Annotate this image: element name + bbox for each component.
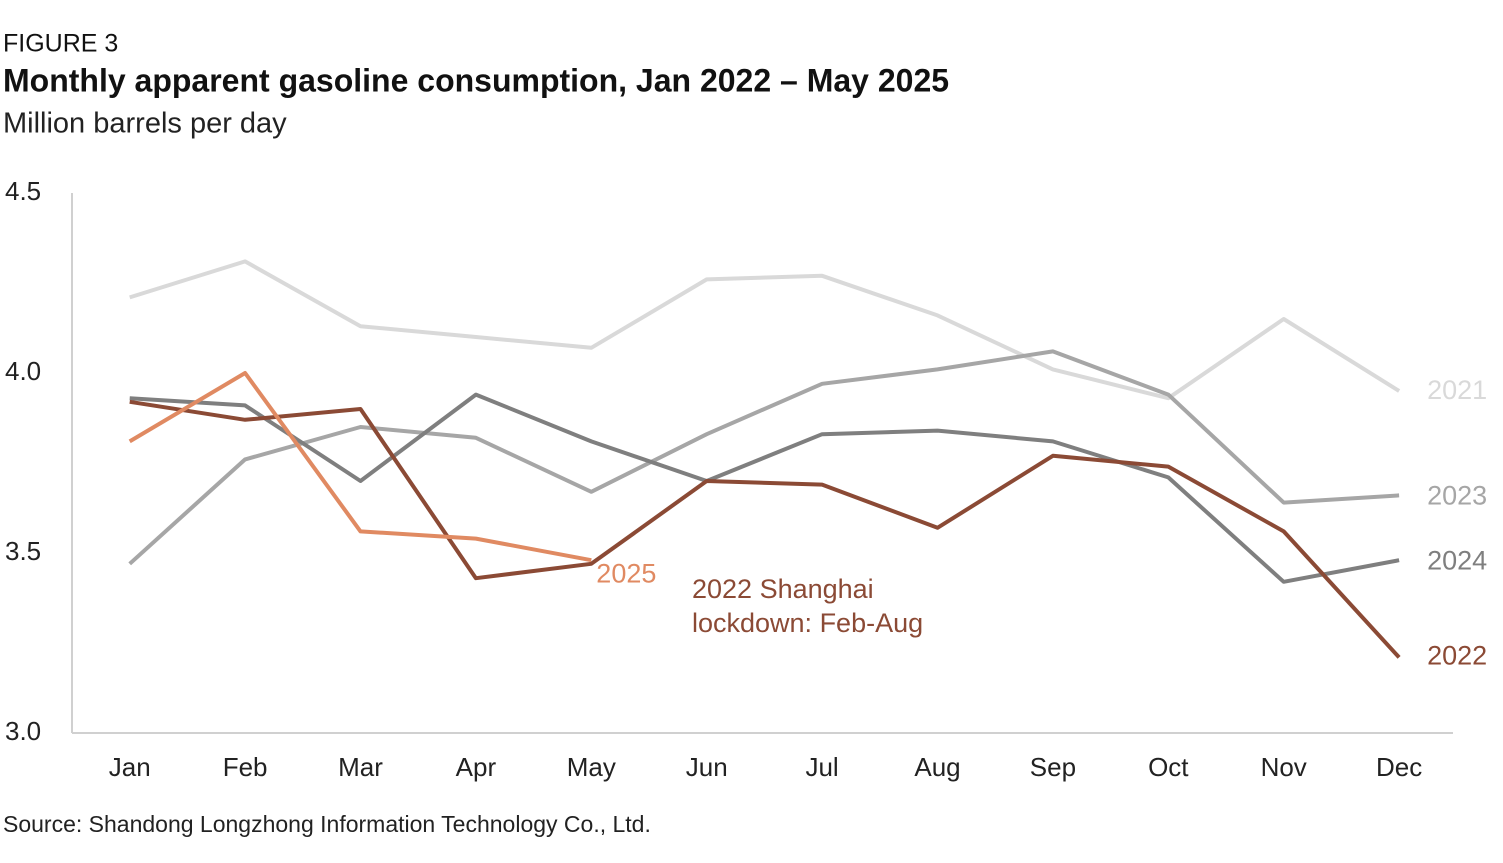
x-tick-label: Mar (338, 752, 383, 782)
chart-title: Monthly apparent gasoline consumption, J… (3, 62, 949, 98)
y-tick-label: 3.0 (5, 716, 41, 746)
series-line (129, 399, 1401, 659)
annotation: 2022 Shanghai (692, 574, 874, 604)
x-tick-label: Jun (686, 752, 728, 782)
y-tick-label: 4.5 (5, 176, 41, 206)
x-tick-label: Jan (109, 752, 151, 782)
x-tick-label: Nov (1261, 752, 1307, 782)
x-tick-label: May (567, 752, 616, 782)
x-tick-label: Apr (456, 752, 497, 782)
x-tick-label: Feb (223, 752, 268, 782)
series-label: 2023 (1427, 481, 1487, 511)
series-line (128, 371, 592, 563)
series-label: 2021 (1427, 375, 1487, 405)
x-tick-label: Sep (1030, 752, 1076, 782)
series-line (129, 259, 1401, 401)
y-tick-label: 4.0 (5, 356, 41, 386)
series-label: 2024 (1427, 545, 1487, 575)
annotation: lockdown: Feb-Aug (692, 608, 923, 638)
source: Source: Shandong Longzhong Information T… (3, 811, 651, 837)
y-tick-label: 3.5 (5, 536, 41, 566)
series-label: 2025 (596, 558, 656, 588)
x-tick-label: Jul (805, 752, 838, 782)
figure-label: FIGURE 3 (3, 30, 118, 58)
chart-subtitle: Million barrels per day (3, 108, 287, 140)
x-tick-label: Aug (914, 752, 960, 782)
series-line (128, 349, 1400, 566)
x-tick-label: Dec (1376, 752, 1422, 782)
series-label: 2022 (1427, 641, 1487, 671)
x-tick-label: Oct (1148, 752, 1189, 782)
series-line (129, 392, 1400, 584)
